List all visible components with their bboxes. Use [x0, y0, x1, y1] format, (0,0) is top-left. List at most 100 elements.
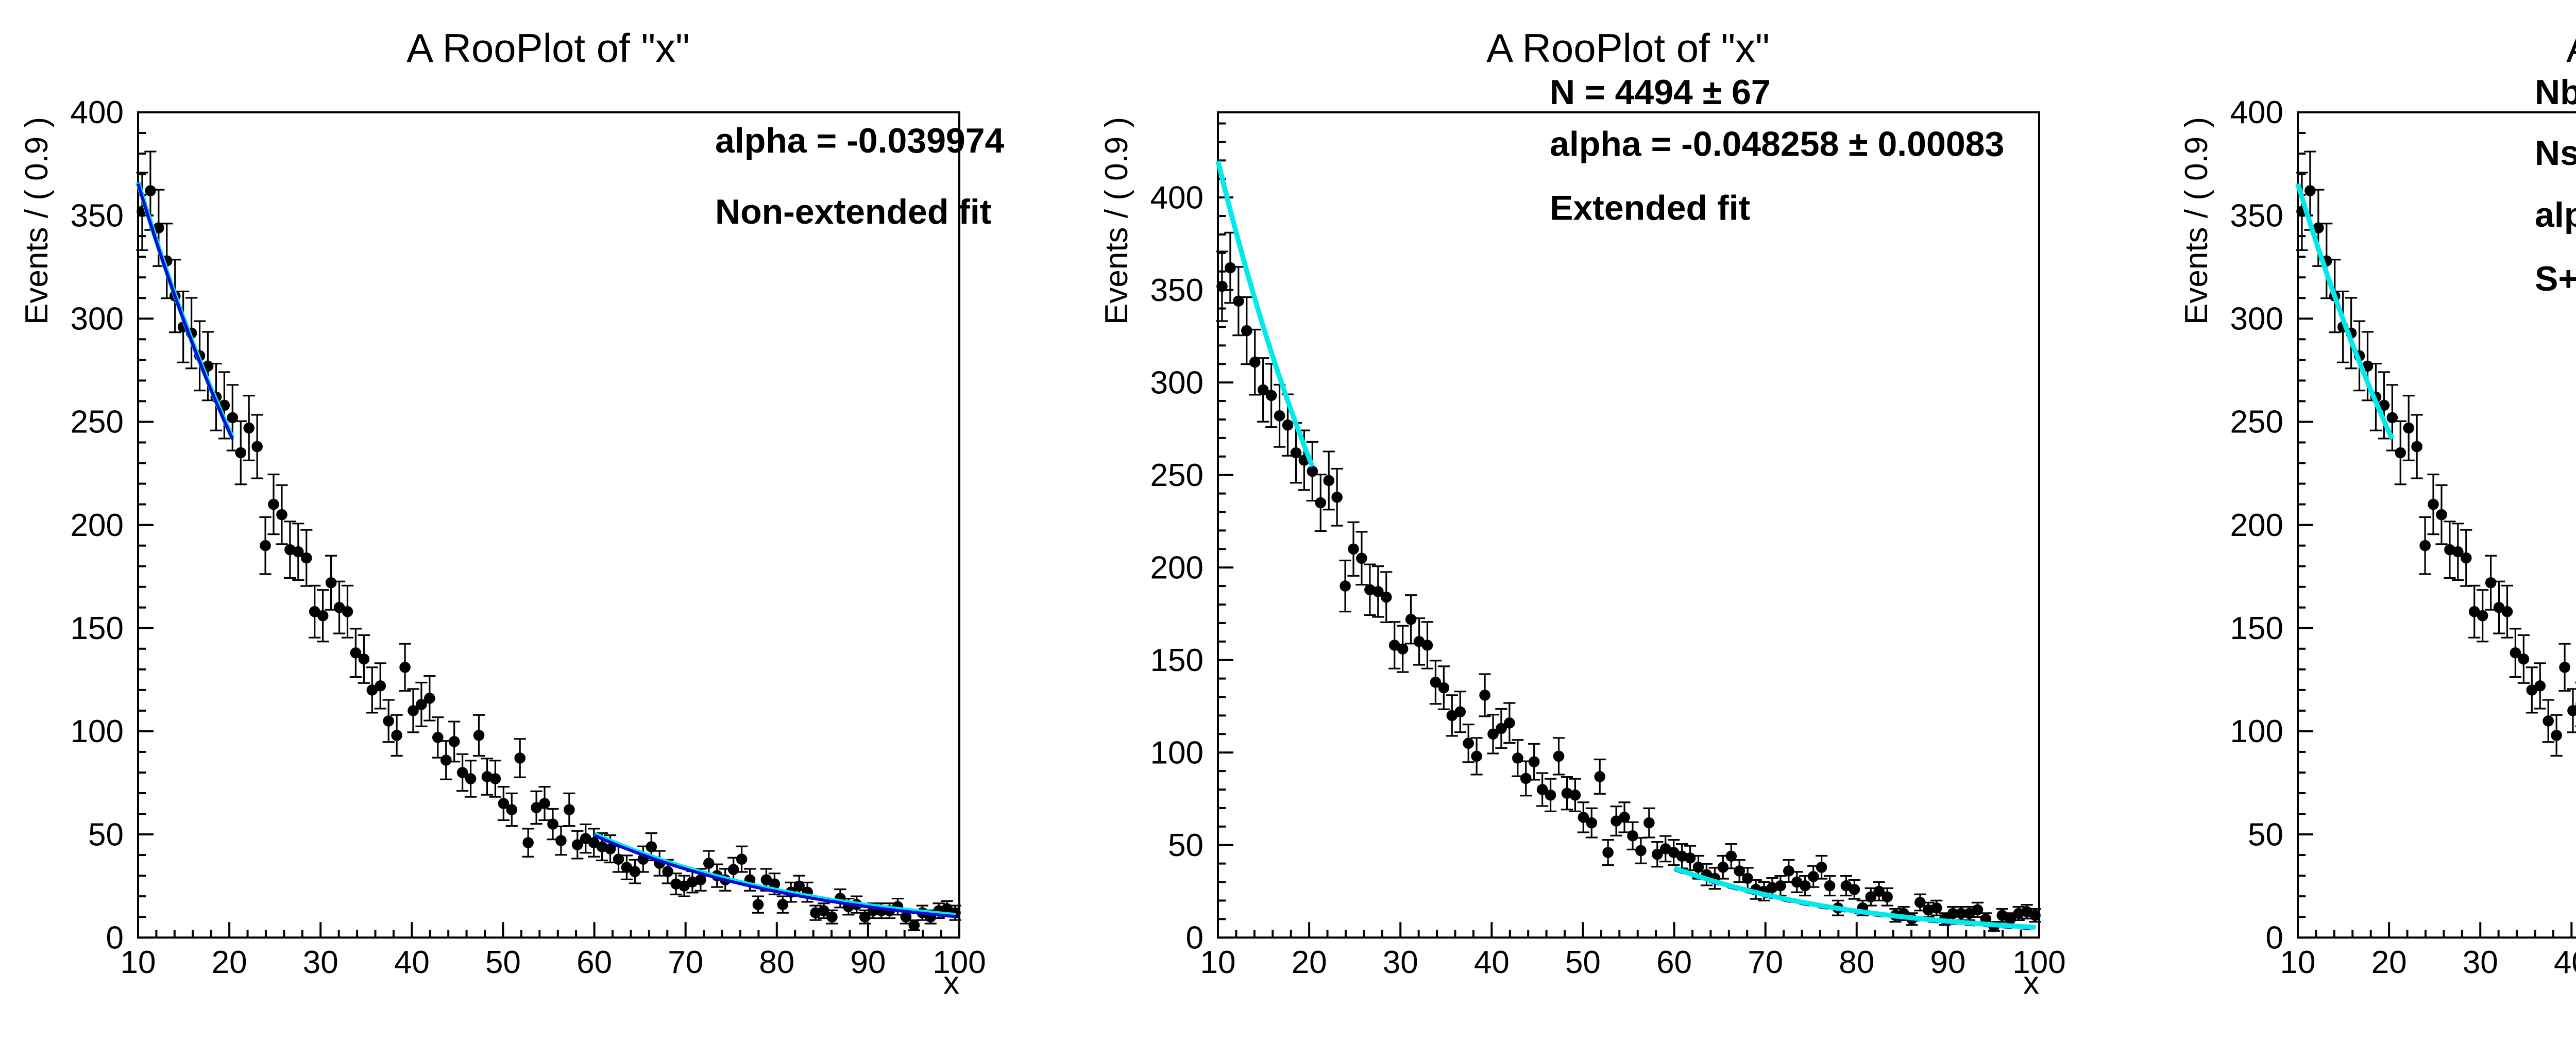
data-point	[777, 899, 789, 910]
data-point	[2518, 653, 2530, 665]
data-point	[1421, 640, 1433, 651]
data-point	[448, 736, 460, 747]
data-point	[293, 546, 304, 558]
data-point	[1496, 723, 1507, 734]
data-point	[276, 509, 287, 521]
x-tick-label: 50	[1565, 945, 1601, 980]
x-tick-label: 40	[1474, 945, 1510, 980]
data-point	[391, 730, 402, 741]
fit-curve	[1215, 160, 2036, 931]
annotation-text: Non-extended fit	[715, 192, 991, 231]
data-point	[2411, 441, 2422, 453]
data-point	[2501, 606, 2513, 617]
y-tick-label: 300	[1150, 365, 1204, 400]
data-point	[309, 606, 320, 617]
data-point	[366, 684, 378, 696]
y-tick-label: 400	[71, 95, 124, 130]
data-point	[235, 447, 247, 459]
y-tick-label: 50	[88, 817, 124, 852]
x-tick-label: 10	[1200, 945, 1236, 980]
data-point	[2559, 662, 2570, 673]
data-point	[1717, 861, 1729, 873]
data-point	[473, 730, 485, 741]
x-tick-label: 20	[1292, 945, 1327, 980]
data-point	[760, 874, 772, 885]
data-point	[2477, 610, 2488, 622]
data-point	[2452, 546, 2464, 558]
data-points	[2296, 150, 2576, 757]
data-point	[564, 804, 575, 815]
data-point	[1430, 676, 1442, 688]
y-tick-label: 400	[1150, 180, 1204, 215]
data-point	[1775, 880, 1786, 892]
data-point	[424, 693, 435, 704]
data-point	[1725, 850, 1737, 862]
data-point	[555, 835, 567, 846]
x-tick-label: 20	[2371, 945, 2407, 980]
data-point	[2534, 680, 2546, 692]
fit-curve	[135, 181, 956, 918]
data-point	[145, 185, 156, 196]
data-point	[1233, 295, 1244, 307]
x-tick-label: 100	[2012, 945, 2065, 980]
y-tick-label: 300	[2230, 301, 2283, 337]
data-points	[136, 150, 961, 931]
panel-1-plot: 10 20 30 40 50 60 70 80 90 100x050100150200250300…	[19, 25, 1005, 1001]
data-point	[1528, 756, 1540, 767]
data-point	[1405, 613, 1417, 625]
y-tick-label: 200	[2230, 508, 2283, 543]
data-point	[1463, 738, 1474, 749]
fit-curve-cyan	[2295, 183, 2395, 441]
x-tick-label: 10	[2280, 945, 2316, 980]
fit-curve-cyan	[1673, 865, 2036, 930]
x-tick-label: 60	[577, 945, 612, 980]
data-point	[2403, 422, 2414, 434]
y-axis-title: Events / ( 0.9 )	[2179, 117, 2214, 325]
panel-title: A RooPlot of "x"	[2566, 25, 2576, 71]
data-point	[662, 866, 673, 877]
data-point	[752, 899, 764, 910]
y-tick-label: 350	[1150, 273, 1204, 308]
data-point	[416, 699, 427, 710]
data-points	[1216, 231, 2041, 932]
annotation-text: N = 4494 ± 67	[1550, 73, 1771, 112]
data-point	[2551, 730, 2562, 741]
data-point	[2395, 447, 2406, 459]
data-point	[2493, 601, 2505, 613]
data-point	[769, 878, 781, 890]
data-point	[1816, 861, 1827, 873]
x-tick-label: 100	[933, 945, 986, 980]
x-tick-label: 80	[759, 945, 794, 980]
data-point	[1504, 717, 1515, 729]
data-point	[547, 818, 558, 830]
data-point	[2510, 647, 2521, 659]
data-point	[408, 705, 419, 716]
data-point	[251, 441, 263, 453]
y-tick-label: 100	[71, 714, 124, 749]
y-axis: 0 50 100 150 200 250 300 350 400 Events / ( 0.9 )	[19, 95, 154, 956]
data-point	[1372, 586, 1384, 597]
data-point	[695, 874, 706, 885]
y-tick-label: 300	[71, 301, 124, 337]
data-point	[1274, 410, 1285, 422]
y-tick-label: 250	[71, 405, 124, 440]
data-point	[571, 839, 583, 850]
y-tick-label: 100	[2230, 714, 2283, 749]
data-point	[588, 837, 600, 848]
y-tick-label: 200	[71, 508, 124, 543]
x-tick-label: 90	[850, 945, 886, 980]
data-point	[1955, 908, 1967, 919]
data-point	[465, 773, 477, 784]
plot-frame	[2297, 111, 2576, 939]
data-point	[1882, 891, 1893, 903]
data-point	[1536, 784, 1548, 795]
data-point	[1471, 750, 1482, 762]
y-tick-label: 250	[2230, 405, 2283, 440]
data-point	[1520, 773, 1532, 784]
data-point	[1553, 750, 1565, 762]
data-point	[1479, 690, 1490, 701]
y-axis: 0 50 100 150 200 250 300 350 400 Events / ( 0.9 )	[2179, 95, 2313, 956]
data-point	[2567, 705, 2576, 716]
